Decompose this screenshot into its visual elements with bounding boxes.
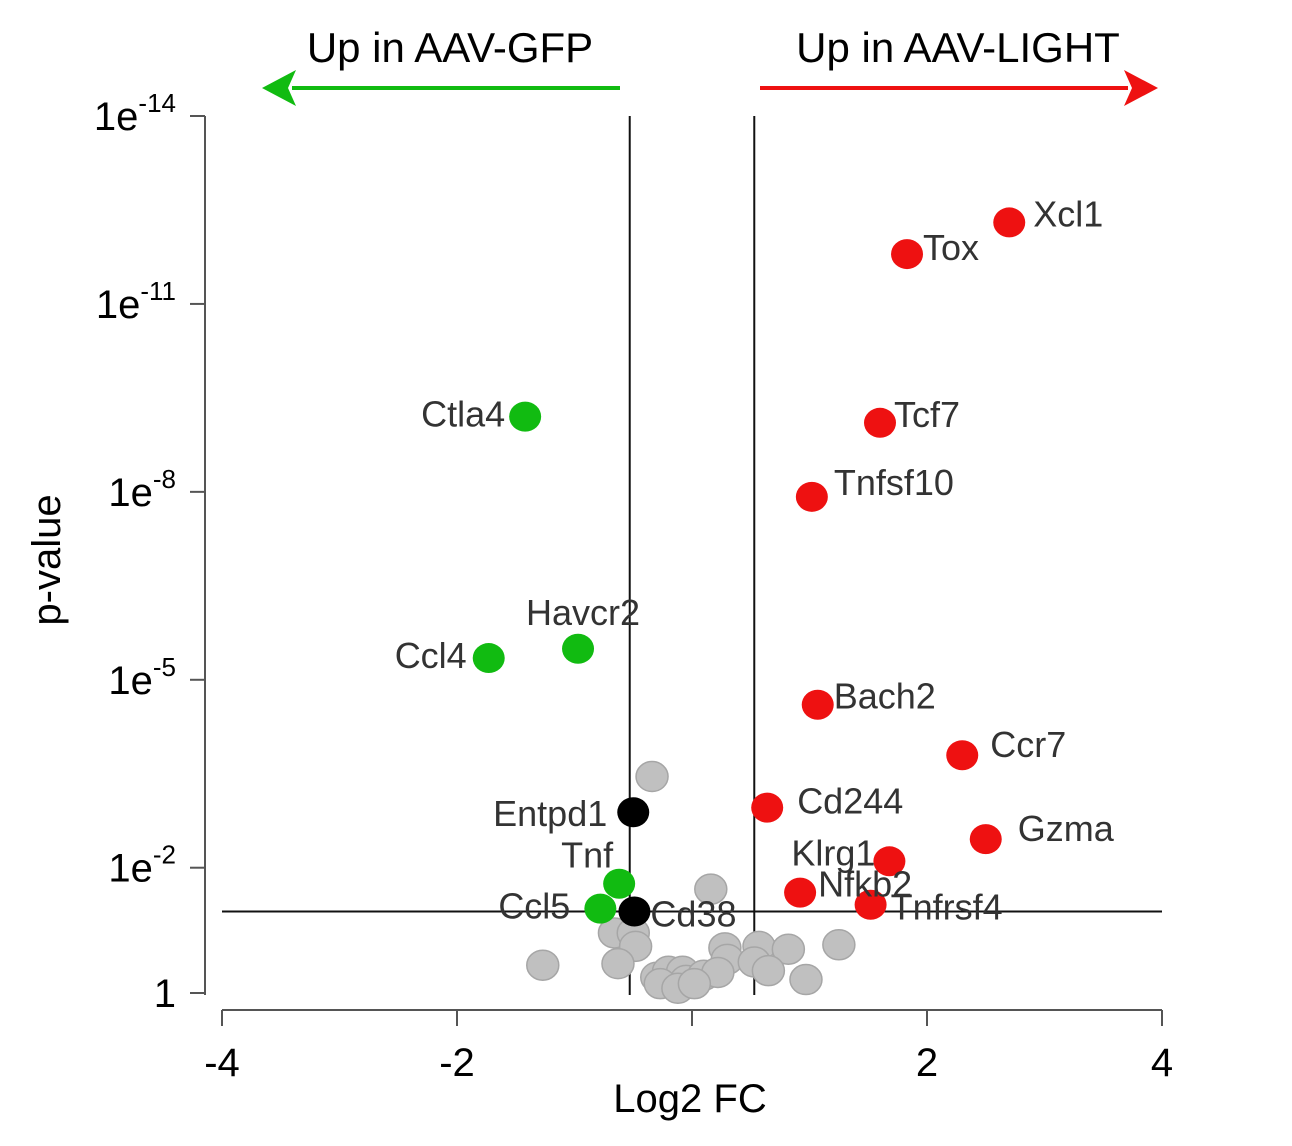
point-nonsignificant — [822, 929, 856, 961]
y-axis: 1e-14 1e-11 1e-8 1e-5 1e-2 1 p-value — [25, 88, 206, 1016]
annotation-right-arrow-head — [1124, 70, 1158, 106]
gene-label-tnfsf10: Tnfsf10 — [834, 462, 954, 503]
point-tnf — [603, 868, 636, 899]
gene-label-tnfrsf4: Tnfrsf4 — [891, 887, 1003, 928]
point-bach2 — [801, 689, 834, 720]
point-nonsignificant — [771, 933, 806, 965]
gene-label-ccr7: Ccr7 — [990, 724, 1066, 765]
annotation-right: Up in AAV-LIGHT — [760, 24, 1158, 106]
gene-label-cd38: Cd38 — [650, 893, 736, 934]
point-tox — [891, 239, 924, 270]
gene-label-cd244: Cd244 — [797, 781, 903, 822]
point-tcf7 — [864, 407, 896, 438]
gene-label-xcl1: Xcl1 — [1033, 193, 1103, 234]
x-tick-label: 4 — [1151, 1041, 1173, 1085]
x-axis-title: Log2 FC — [613, 1077, 766, 1121]
gene-labels: Entpd1 Cd38 Ctla4 Havcr2 Ccl4 Tnf Ccl5 Xcl1 Tox T… — [395, 193, 1115, 934]
point-cd38 — [618, 896, 651, 927]
annotation-left-arrow-head — [262, 70, 296, 106]
y-tick-label: 1e-2 — [108, 840, 176, 891]
annotation-right-label: Up in AAV-LIGHT — [796, 24, 1120, 71]
point-ccl5 — [584, 893, 617, 924]
point-tnfrsf4 — [854, 889, 887, 920]
gene-label-tnf: Tnf — [561, 835, 614, 876]
y-tick-label: 1e-14 — [94, 88, 176, 139]
gene-label-tox: Tox — [923, 227, 979, 268]
point-nonsignificant — [789, 963, 823, 996]
y-tick-label: 1 — [154, 972, 176, 1016]
gene-label-gzma: Gzma — [1018, 808, 1115, 849]
point-nonsignificant — [526, 949, 560, 981]
gene-label-ctla4: Ctla4 — [421, 394, 505, 435]
y-tick-label: 1e-5 — [108, 652, 176, 703]
point-ccr7 — [946, 740, 979, 771]
point-nonsignificant — [601, 947, 635, 980]
point-havcr2 — [562, 633, 595, 664]
y-tick-label: 1e-11 — [96, 276, 176, 327]
point-nonsignificant — [677, 967, 712, 1000]
y-axis-ticks: 1e-14 1e-11 1e-8 1e-5 1e-2 1 — [94, 88, 205, 1016]
annotation-left-label: Up in AAV-GFP — [307, 24, 593, 71]
gene-label-bach2: Bach2 — [834, 676, 936, 717]
point-ccl4 — [472, 643, 505, 674]
point-gzma — [969, 824, 1002, 855]
point-tnfsf10 — [795, 481, 828, 512]
x-axis-ticks: -4 -2 2 4 — [204, 1010, 1173, 1085]
x-axis: -4 -2 2 4 Log2 FC — [204, 1009, 1173, 1121]
gene-label-ccl5: Ccl5 — [498, 886, 570, 927]
y-axis-title: p-value — [25, 494, 69, 625]
point-cd244 — [751, 792, 784, 823]
point-xcl1 — [993, 207, 1026, 238]
threshold-lines — [222, 116, 1162, 995]
x-tick-label: -4 — [204, 1041, 240, 1085]
x-tick-label: 2 — [916, 1041, 938, 1085]
gene-label-entpd1: Entpd1 — [493, 793, 607, 834]
point-nonsignificant — [635, 760, 669, 793]
y-tick-label: 1e-8 — [108, 464, 176, 515]
point-nonsignificant — [751, 954, 786, 987]
gene-label-havcr2: Havcr2 — [526, 592, 640, 633]
point-ctla4 — [509, 401, 542, 432]
data-points — [472, 207, 1026, 1005]
gene-label-klrg1: Klrg1 — [791, 832, 875, 873]
point-klrg1 — [873, 846, 906, 877]
gene-label-tcf7: Tcf7 — [894, 394, 960, 435]
point-nonsignificant — [694, 873, 728, 905]
annotation-left: Up in AAV-GFP — [262, 24, 620, 106]
gene-label-ccl4: Ccl4 — [395, 635, 467, 676]
point-nfkb2 — [784, 877, 817, 908]
x-tick-label: -2 — [439, 1041, 475, 1085]
gene-label-nfkb2: Nfkb2 — [818, 864, 912, 905]
point-entpd1 — [617, 797, 650, 828]
